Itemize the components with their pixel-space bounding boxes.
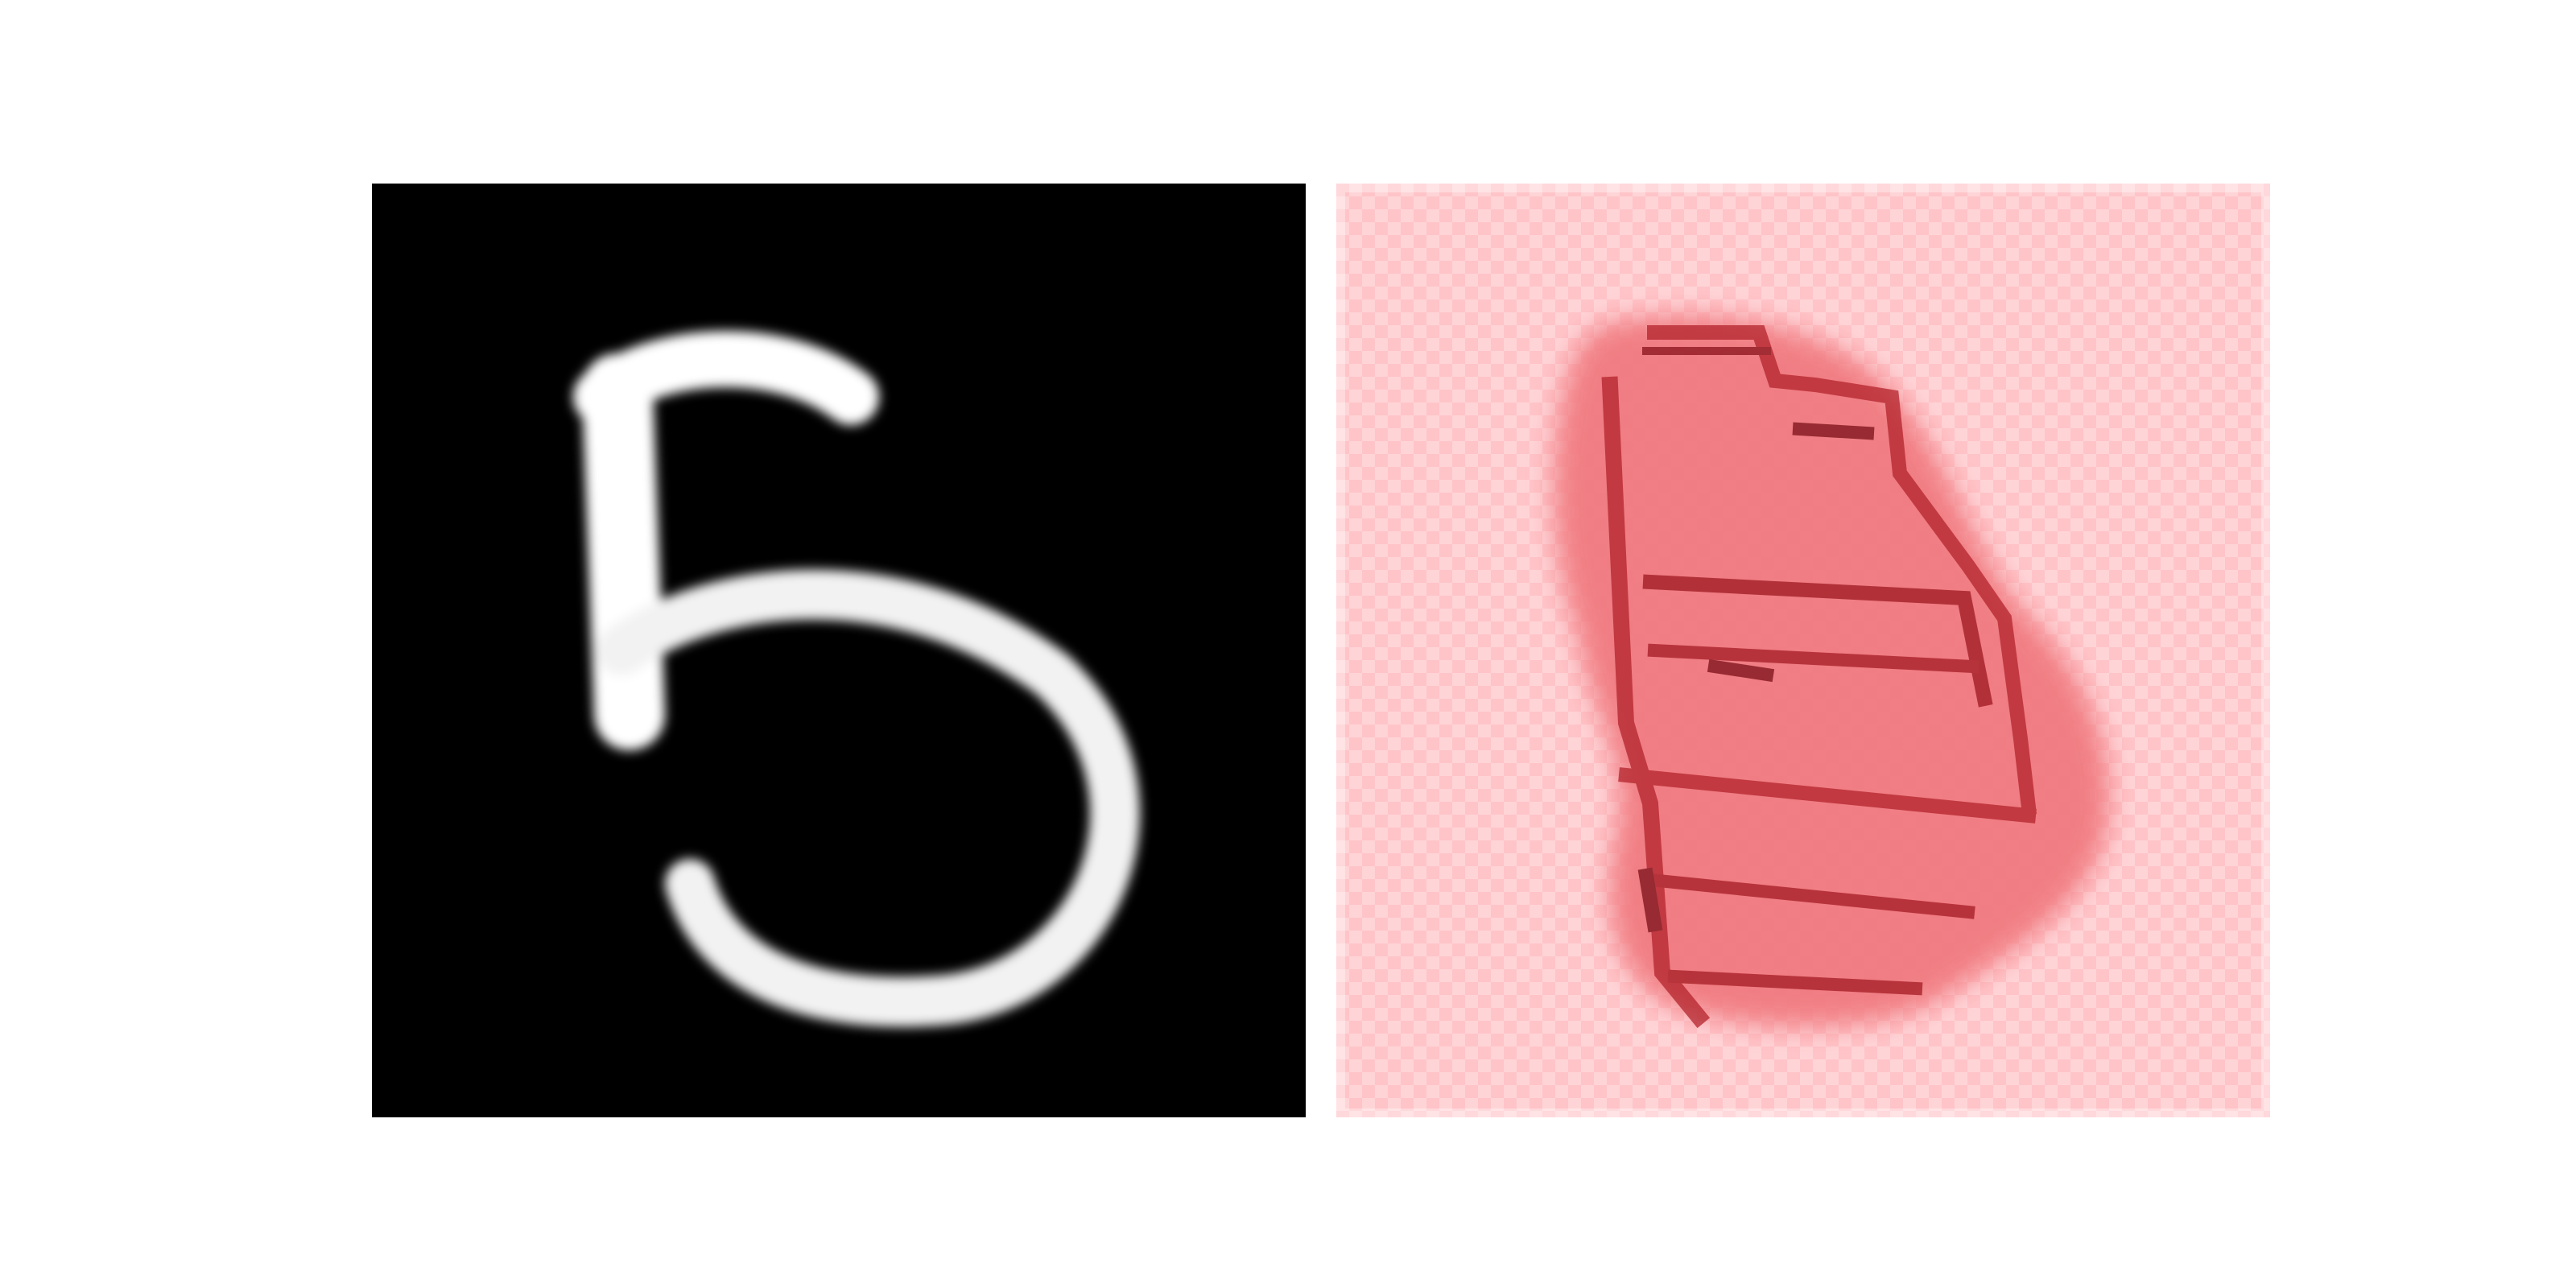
digit-five-image — [372, 184, 1306, 1117]
heatmap-dense-lines — [1601, 325, 2037, 1029]
digit-five-stroke — [573, 331, 1140, 1027]
digit-image-panel — [372, 184, 1306, 1117]
attribution-heatmap — [1336, 184, 2270, 1117]
attribution-heatmap-panel — [1336, 184, 2270, 1117]
digit-image-background — [372, 184, 1306, 1117]
heatmap-hotspot-region — [1554, 315, 2110, 1027]
